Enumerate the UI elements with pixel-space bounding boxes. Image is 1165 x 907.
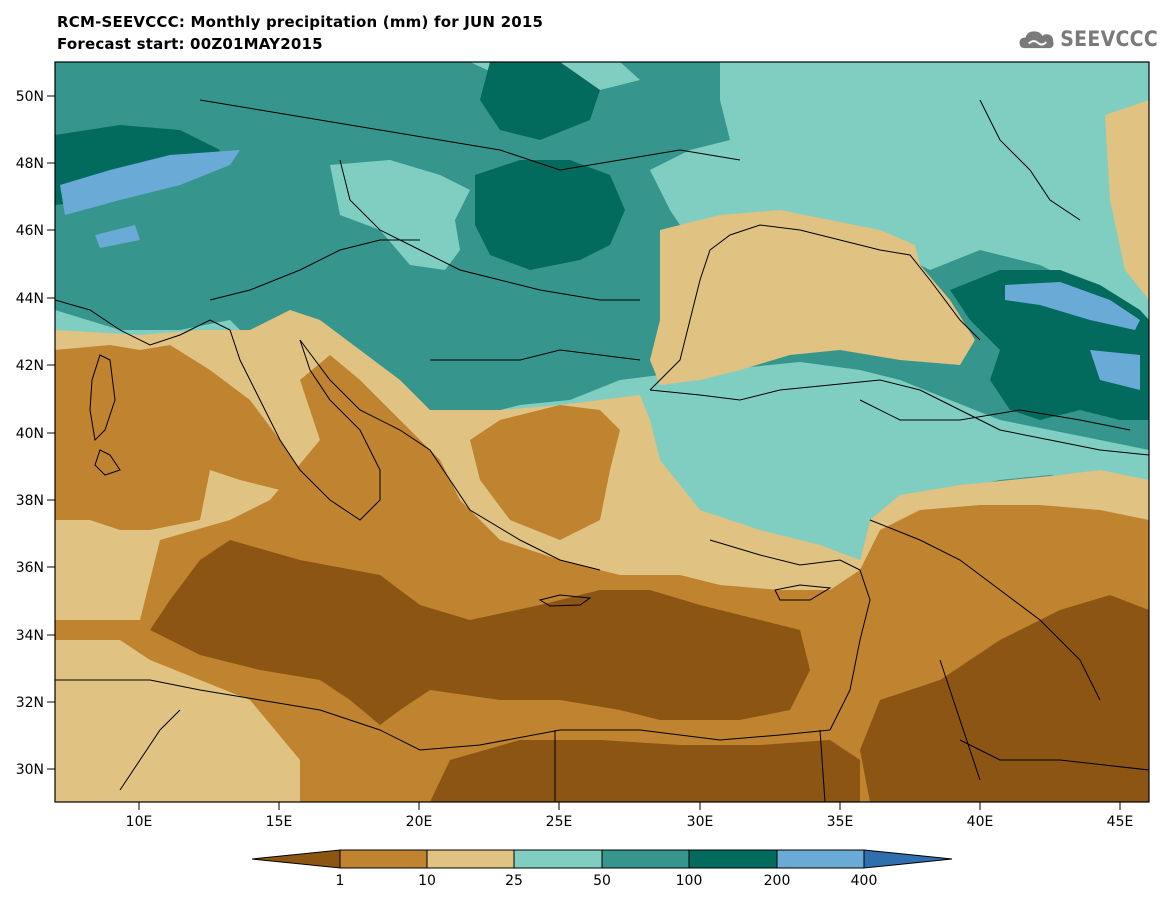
logo-text: SEEVCCC [1060,27,1158,51]
lon-label-30E: 30E [687,802,714,830]
lat-label-38N: 38N [16,493,55,509]
lon-label-10E: 10E [126,802,153,830]
lat-label-44N: 44N [16,291,55,307]
lon-label-25E: 25E [546,802,573,830]
svg-text:30N: 30N [16,762,44,778]
svg-text:45E: 45E [1107,814,1134,830]
lat-label-46N: 46N [16,223,55,239]
forecast-start-subtitle: Forecast start: 00Z01MAY2015 [57,35,323,53]
lat-label-40N: 40N [16,426,55,442]
svg-text:34N: 34N [16,628,44,644]
lat-label-50N: 50N [16,89,55,105]
lat-label-32N: 32N [16,695,55,711]
legend-bin-25-50 [513,849,603,869]
svg-text:10E: 10E [126,814,153,830]
precipitation-field [55,62,1149,802]
lon-label-45E: 45E [1107,802,1134,830]
svg-text:35E: 35E [827,814,854,830]
legend-label: 400 [850,873,878,889]
svg-text:36N: 36N [16,560,44,576]
legend-bin-above-400 [863,849,953,869]
svg-text:46N: 46N [16,223,44,239]
color-legend [251,849,953,869]
svg-text:25E: 25E [546,814,573,830]
lat-label-48N: 48N [16,156,55,172]
lon-label-15E: 15E [266,802,293,830]
seevccc-logo: SEEVCCC [1018,22,1158,56]
lon-label-40E: 40E [967,802,994,830]
svg-text:38N: 38N [16,493,44,509]
legend-bin-10-25 [426,849,515,869]
legend-label: 1 [335,873,345,889]
svg-text:40N: 40N [16,426,44,442]
svg-text:50N: 50N [16,89,44,105]
latitude-axis: 50N 48N 46N 44N 42N 40N 38N 36N 34N 32N … [16,89,55,778]
longitude-axis: 10E 15E 20E 25E 30E 35E 40E 45E [126,802,1134,830]
legend-label: 10 [418,873,436,889]
lat-label-42N: 42N [16,358,55,374]
lon-label-35E: 35E [827,802,854,830]
lat-label-34N: 34N [16,628,55,644]
lat-label-36N: 36N [16,560,55,576]
lon-label-20E: 20E [406,802,433,830]
map-frame [54,61,1150,803]
svg-text:20E: 20E [406,814,433,830]
svg-text:30E: 30E [687,814,714,830]
svg-text:42N: 42N [16,358,44,374]
svg-text:44N: 44N [16,291,44,307]
legend-label: 50 [593,873,611,889]
legend-bin-100-200 [688,849,778,869]
legend-bin-below-1 [251,849,341,869]
legend-label: 100 [675,873,703,889]
legend-bin-200-400 [776,849,865,869]
cloud-icon [1019,31,1054,49]
svg-text:32N: 32N [16,695,44,711]
legend-label: 200 [763,873,791,889]
legend-bin-50-100 [601,849,690,869]
coastlines [55,99,1149,802]
svg-text:48N: 48N [16,156,44,172]
legend-bin-1-10 [339,849,428,869]
legend-label: 25 [505,873,523,889]
map-title: RCM-SEEVCCC: Monthly precipitation (mm) … [57,13,544,31]
lat-label-30N: 30N [16,762,55,778]
svg-text:15E: 15E [266,814,293,830]
svg-text:40E: 40E [967,814,994,830]
